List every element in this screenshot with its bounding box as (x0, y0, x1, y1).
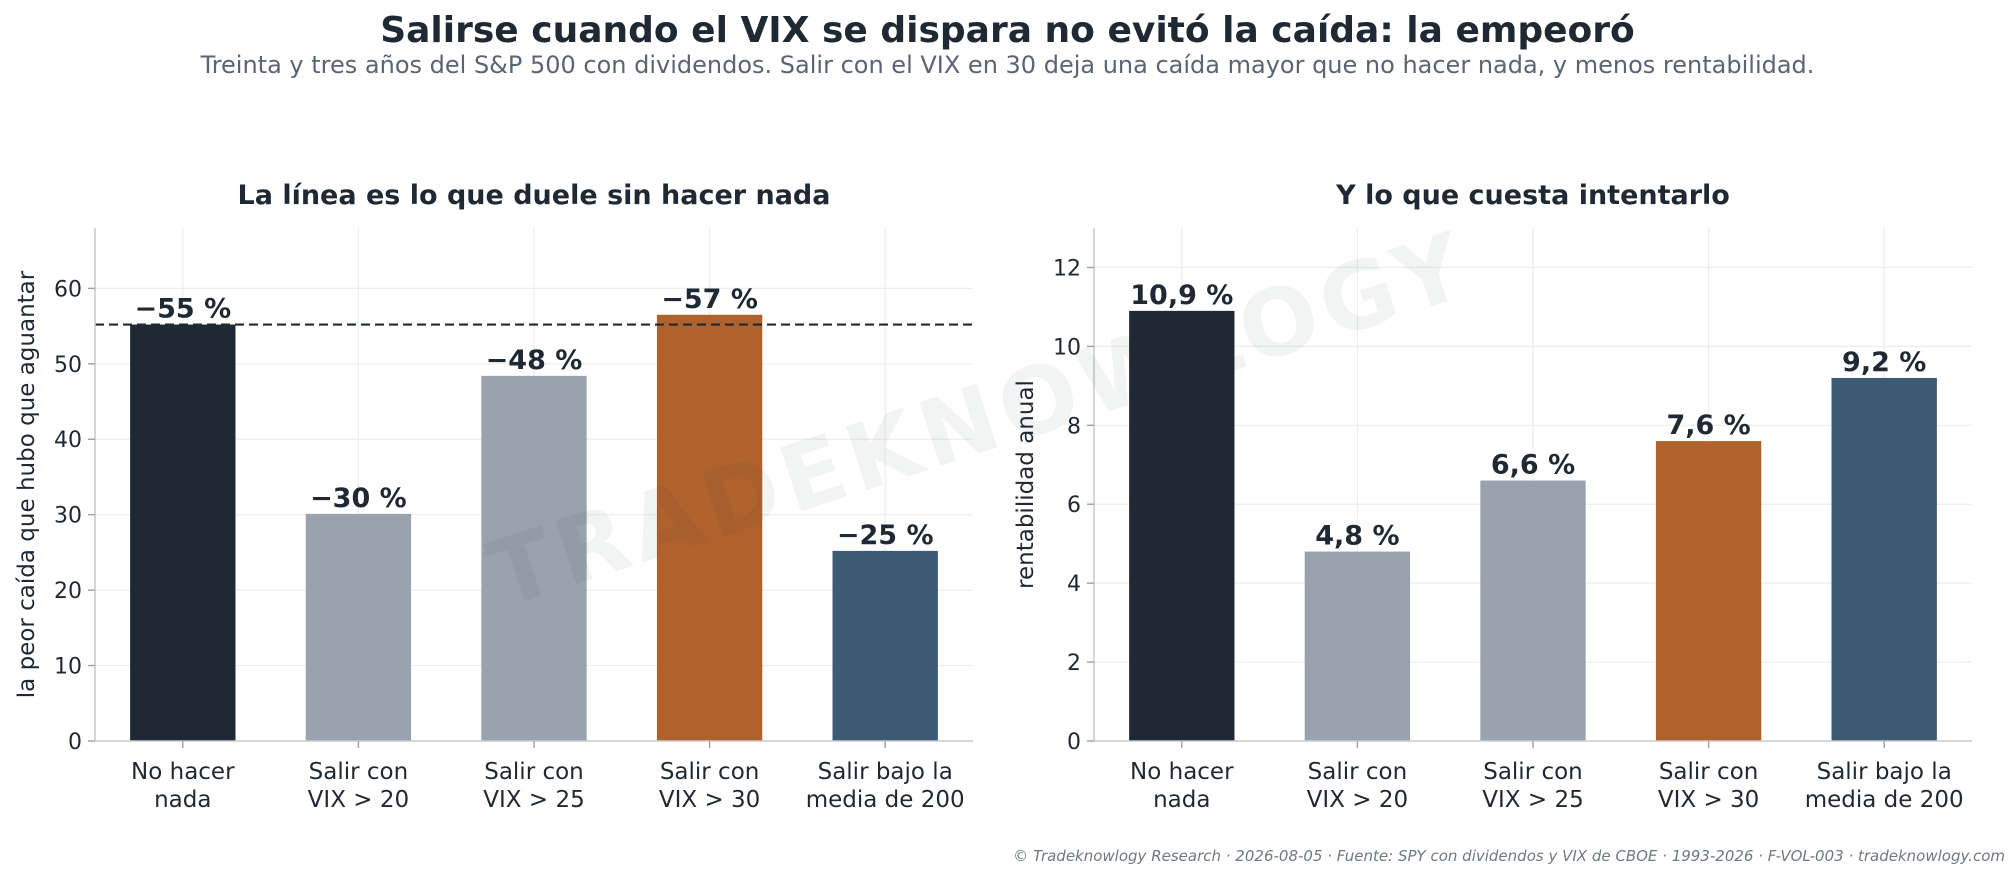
y-tick-label: 0 (1067, 730, 1081, 755)
x-tick-label-line: No hacer (131, 759, 235, 785)
bar-0 (1129, 310, 1235, 741)
data-label-4: −25 % (837, 520, 934, 551)
bar-1 (305, 513, 412, 741)
data-label-0: 10,9 % (1130, 280, 1233, 311)
x-tick-label: Salir bajo la media de 200 (806, 759, 965, 813)
chart-title: Y lo que cuesta intentarlo (1335, 180, 1730, 211)
x-tick-label-line: VIX > 30 (1658, 787, 1759, 813)
chart-title: La línea es lo que duele sin hacer nada (238, 180, 831, 211)
x-tick-label: No hacer nada (131, 759, 235, 813)
x-tick-label-line: media de 200 (806, 787, 965, 813)
y-tick-label: 12 (1053, 256, 1081, 281)
y-tick-label: 50 (54, 353, 82, 378)
x-tick-label-line: VIX > 20 (308, 787, 409, 813)
x-tick-label: No hacer nada (1130, 759, 1234, 813)
x-tick-label-line: Salir con (660, 759, 760, 785)
x-tick-label-line: No hacer (1130, 759, 1234, 785)
bar-3 (1655, 441, 1762, 741)
bar-2 (481, 375, 587, 741)
x-tick-label-line: VIX > 20 (1307, 787, 1408, 813)
bar-2 (1480, 480, 1586, 741)
x-tick-label: Salir con VIX > 20 (308, 759, 409, 813)
y-tick-label: 30 (54, 504, 82, 529)
x-tick-label-line: nada (154, 787, 211, 813)
y-tick-label: 40 (54, 428, 82, 453)
page-subtitle: Treinta y tres años del S&P 500 con divi… (200, 51, 1815, 79)
returns-chart: 10,9 % 4,8 % 6,6 % 7,6 % 9,2 % 0 2 4 6 8 10 12 No ha… (1013, 180, 1972, 813)
x-tick-label-line: media de 200 (1805, 787, 1964, 813)
x-tick-label-line: VIX > 25 (483, 787, 584, 813)
x-tick-label-line: Salir con (309, 759, 409, 785)
bar-4 (1831, 377, 1937, 741)
y-tick-label: 10 (54, 655, 82, 680)
x-tick-label-line: VIX > 25 (1482, 787, 1583, 813)
y-axis-label: rentabilidad anual (1013, 380, 1039, 589)
y-tick-label: 2 (1067, 651, 1081, 676)
y-tick-label: 60 (54, 277, 82, 302)
y-tick-label: 0 (68, 730, 82, 755)
bar-4 (832, 550, 938, 741)
x-tick-label-line: Salir con (1308, 759, 1408, 785)
drawdown-chart: −55 % −30 % −48 % −57 % −25 % 0 10 20 30 40 50 60 No… (14, 180, 973, 813)
data-label-3: 7,6 % (1666, 410, 1750, 441)
x-tick-label: Salir con VIX > 25 (1482, 759, 1583, 813)
y-tick-label: 4 (1067, 572, 1081, 597)
y-axis-label: la peor caída que hubo que aguantar (14, 270, 40, 698)
data-label-1: −30 % (310, 483, 407, 514)
bar-3 (656, 314, 763, 741)
data-label-4: 9,2 % (1842, 347, 1926, 378)
x-tick-label: Salir con VIX > 20 (1307, 759, 1408, 813)
footer-credits: © Tradeknowlogy Research · 2026-08-05 · … (1013, 847, 2005, 865)
x-tick-label: Salir con VIX > 30 (659, 759, 760, 813)
x-tick-label: Salir bajo la media de 200 (1805, 759, 1964, 813)
x-tick-label-line: Salir bajo la (818, 759, 953, 785)
data-label-2: −48 % (486, 345, 583, 376)
bar-0 (130, 324, 236, 741)
data-label-2: 6,6 % (1491, 450, 1575, 481)
x-tick-label-line: nada (1153, 787, 1210, 813)
x-tick-label: Salir con VIX > 30 (1658, 759, 1759, 813)
y-tick-label: 20 (54, 579, 82, 604)
y-tick-label: 10 (1053, 335, 1081, 360)
page-title: Salirse cuando el VIX se dispara no evit… (380, 10, 1635, 51)
data-label-0: −55 % (134, 294, 231, 325)
data-label-1: 4,8 % (1315, 521, 1399, 552)
x-tick-label-line: Salir con (1659, 759, 1759, 785)
data-label-3: −57 % (661, 284, 758, 315)
bar-1 (1304, 551, 1411, 741)
x-tick-label-line: VIX > 30 (659, 787, 760, 813)
x-tick-label-line: Salir con (1483, 759, 1583, 785)
x-tick-label-line: Salir bajo la (1817, 759, 1952, 785)
x-tick-label: Salir con VIX > 25 (483, 759, 584, 813)
y-tick-label: 6 (1067, 493, 1081, 518)
x-tick-label-line: Salir con (484, 759, 584, 785)
y-tick-label: 8 (1067, 414, 1081, 439)
